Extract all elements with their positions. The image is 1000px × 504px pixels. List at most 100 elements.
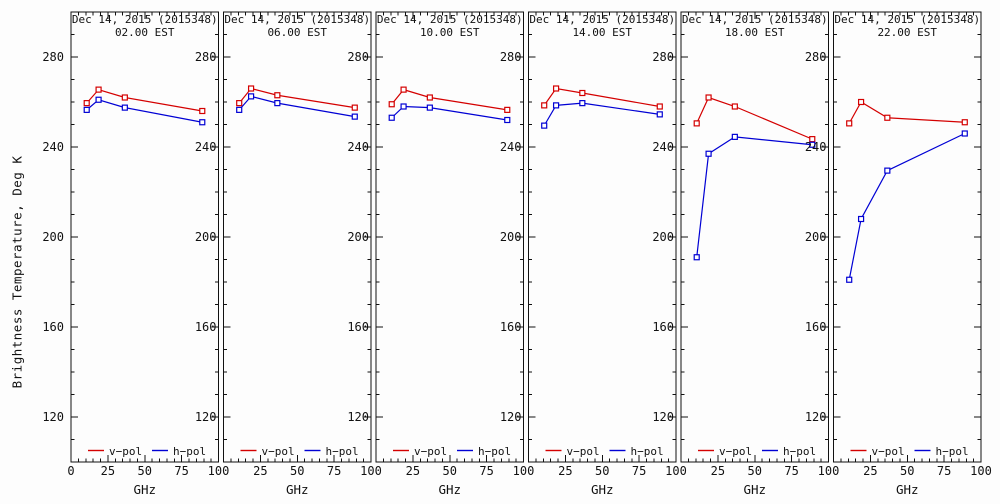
v-pol-marker bbox=[351, 104, 358, 111]
x-tick-label: 75 bbox=[174, 464, 188, 478]
x-tick-label: 75 bbox=[327, 464, 341, 478]
x-tick-label: 0 bbox=[67, 464, 74, 478]
y-tick-label: 200 bbox=[652, 230, 674, 244]
x-tick-label: 25 bbox=[863, 464, 877, 478]
panel-title-date: Dec 14, 2015 (2015348) bbox=[682, 13, 828, 26]
y-tick-label: 160 bbox=[195, 320, 217, 334]
y-tick-label: 120 bbox=[42, 410, 64, 424]
v-pol-marker bbox=[199, 107, 206, 115]
panel-title-time: 18.00 EST bbox=[725, 26, 785, 39]
h-pol-marker bbox=[274, 100, 281, 107]
panel-title-date: Dec 14, 2015 (2015348) bbox=[224, 13, 370, 26]
x-tick-label: 50 bbox=[443, 464, 457, 478]
x-axis-title: GHz bbox=[743, 482, 766, 497]
v-pol-line bbox=[391, 88, 508, 111]
x-tick-label: 100 bbox=[665, 464, 687, 478]
v-pol-marker bbox=[846, 120, 853, 127]
y-tick-label: 280 bbox=[347, 50, 369, 64]
legend: v−pol h−pol bbox=[88, 445, 206, 458]
y-tick-label: 120 bbox=[805, 410, 827, 424]
panel-14.00: 25 50 75 100 120 160 200 240 280 GHz Dec 14, 2015 … bbox=[500, 11, 687, 497]
legend-label: v−pol bbox=[414, 445, 447, 458]
h-pol-marker bbox=[351, 113, 358, 120]
h-pol-marker bbox=[552, 102, 560, 109]
h-pol-marker bbox=[95, 96, 102, 103]
v-pol-marker bbox=[541, 102, 548, 109]
x-tick-label: 25 bbox=[711, 464, 725, 478]
v-pol-marker bbox=[857, 98, 865, 106]
y-tick-label: 280 bbox=[42, 50, 64, 64]
x-tick-label: 100 bbox=[818, 464, 840, 478]
panel-title-time: 22.00 EST bbox=[877, 26, 937, 39]
v-pol-line bbox=[696, 96, 813, 140]
x-tick-label: 100 bbox=[208, 464, 230, 478]
h-pol-marker bbox=[846, 276, 853, 283]
v-pol-marker bbox=[95, 86, 102, 93]
y-tick-label: 240 bbox=[195, 140, 217, 154]
h-pol-marker bbox=[579, 100, 586, 107]
y-tick-label: 160 bbox=[500, 320, 522, 334]
h-pol-marker bbox=[809, 141, 816, 148]
v-pol-marker bbox=[656, 103, 663, 110]
y-tick-label: 160 bbox=[42, 320, 64, 334]
x-axis-title: GHz bbox=[286, 482, 309, 497]
y-tick-label: 160 bbox=[347, 320, 369, 334]
v-pol-marker bbox=[705, 94, 712, 101]
y-tick-label: 280 bbox=[500, 50, 522, 64]
x-tick-label: 75 bbox=[784, 464, 798, 478]
x-tick-label: 25 bbox=[101, 464, 115, 478]
h-pol-marker bbox=[247, 93, 255, 100]
x-tick-label: 50 bbox=[900, 464, 914, 478]
v-pol-marker bbox=[426, 94, 433, 101]
y-tick-label: 200 bbox=[805, 230, 827, 244]
panel-title-time: 14.00 EST bbox=[572, 26, 632, 39]
h-pol-marker bbox=[236, 106, 243, 113]
v-pol-marker bbox=[121, 94, 128, 101]
axis-ticks bbox=[223, 12, 372, 462]
v-pol-line bbox=[543, 87, 660, 108]
legend: v−pol h−pol bbox=[850, 445, 969, 458]
h-pol-marker bbox=[388, 114, 395, 121]
x-tick-label: 100 bbox=[360, 464, 382, 478]
h-pol-line bbox=[848, 132, 966, 280]
x-tick-label: 50 bbox=[595, 464, 609, 478]
h-pol-marker bbox=[400, 103, 407, 110]
v-pol-marker bbox=[274, 92, 281, 99]
legend-label: v−pol bbox=[872, 445, 905, 458]
panel-title-date: Dec 14, 2015 (2015348) bbox=[377, 13, 523, 26]
h-pol-line bbox=[543, 102, 660, 126]
legend: v−pol h−pol bbox=[545, 445, 664, 458]
y-tick-label: 280 bbox=[195, 50, 217, 64]
legend-label: v−pol bbox=[567, 445, 600, 458]
v-pol-marker bbox=[884, 114, 891, 121]
h-pol-line bbox=[391, 105, 508, 121]
y-tick-label: 200 bbox=[347, 230, 369, 244]
v-pol-marker bbox=[504, 106, 511, 113]
x-tick-label: 25 bbox=[406, 464, 420, 478]
v-pol-marker bbox=[236, 100, 243, 107]
x-axis-title: GHz bbox=[896, 482, 919, 497]
x-tick-label: 75 bbox=[479, 464, 493, 478]
x-tick-label: 50 bbox=[748, 464, 762, 478]
v-pol-marker bbox=[693, 120, 700, 127]
h-pol-marker bbox=[504, 116, 511, 124]
panel-02.00: 0 25 50 75 100 120 160 200 240 280 GHz Dec 14, 2015… bbox=[42, 11, 230, 497]
x-axis-title: GHz bbox=[591, 482, 614, 497]
h-pol-marker bbox=[857, 215, 865, 223]
y-tick-label: 200 bbox=[195, 230, 217, 244]
y-tick-label: 280 bbox=[652, 50, 674, 64]
y-tick-label: 240 bbox=[805, 140, 827, 154]
panel-title-date: Dec 14, 2015 (2015348) bbox=[529, 13, 675, 26]
y-tick-label: 160 bbox=[652, 320, 674, 334]
y-tick-label: 160 bbox=[805, 320, 827, 334]
v-pol-marker bbox=[809, 136, 816, 143]
y-tick-label: 240 bbox=[42, 140, 64, 154]
h-pol-line bbox=[238, 95, 355, 118]
legend-label: h−pol bbox=[478, 445, 511, 458]
v-pol-marker bbox=[552, 85, 560, 92]
legend-label: h−pol bbox=[326, 445, 359, 458]
axis-ticks bbox=[70, 12, 219, 462]
v-pol-line bbox=[238, 87, 355, 109]
h-pol-line bbox=[86, 99, 203, 123]
